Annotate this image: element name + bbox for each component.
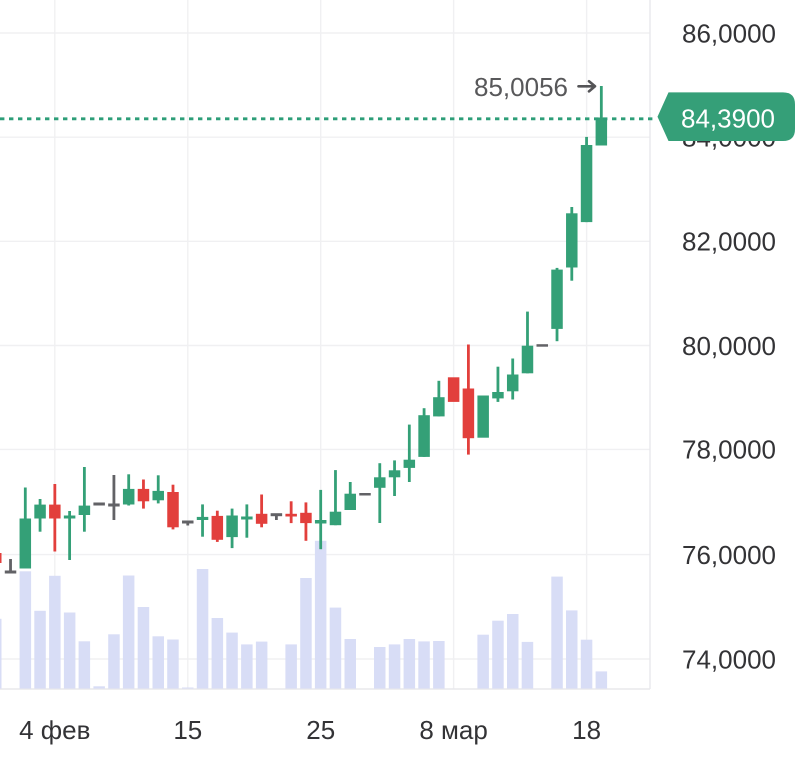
svg-text:25: 25 xyxy=(306,715,335,745)
svg-text:85,0056: 85,0056 xyxy=(474,72,568,102)
svg-text:4 фев: 4 фев xyxy=(19,715,90,745)
svg-text:8 мар: 8 мар xyxy=(419,715,487,745)
svg-text:82,0000: 82,0000 xyxy=(682,227,776,257)
svg-text:76,0000: 76,0000 xyxy=(682,540,776,570)
svg-text:18: 18 xyxy=(572,715,601,745)
svg-text:86,0000: 86,0000 xyxy=(682,18,776,48)
svg-text:74,0000: 74,0000 xyxy=(682,644,776,674)
svg-text:84,3900: 84,3900 xyxy=(681,104,775,134)
svg-text:15: 15 xyxy=(173,715,202,745)
svg-text:80,0000: 80,0000 xyxy=(682,331,776,361)
svg-text:78,0000: 78,0000 xyxy=(682,435,776,465)
